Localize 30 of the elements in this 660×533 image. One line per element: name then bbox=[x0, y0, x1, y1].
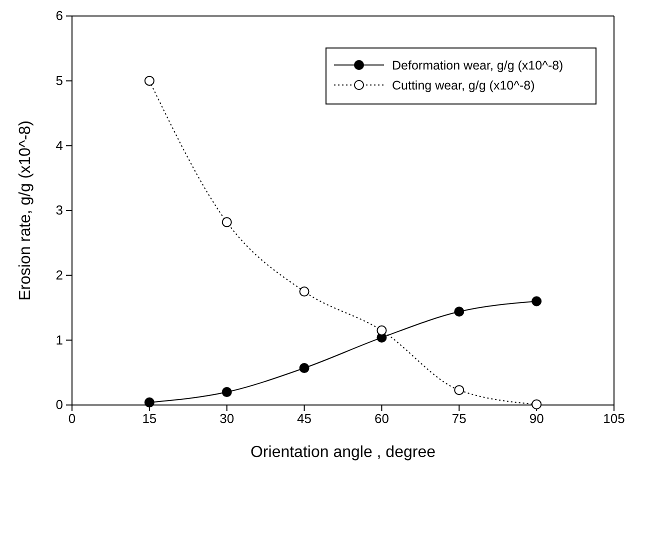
point bbox=[144, 397, 154, 408]
y-tick-label: 5 bbox=[56, 72, 63, 88]
y-tick-label: 4 bbox=[56, 138, 63, 153]
point bbox=[454, 385, 464, 396]
x-axis-title: Orientation angle , degree bbox=[250, 444, 436, 461]
legend-label: Cutting wear, g/g (x10^-8) bbox=[392, 78, 535, 92]
point bbox=[222, 387, 232, 398]
x-tick-label: 45 bbox=[297, 411, 312, 426]
y-tick-label: 2 bbox=[56, 267, 63, 282]
x-tick-label: 75 bbox=[452, 411, 466, 426]
y-tick-label: 3 bbox=[56, 202, 63, 218]
point bbox=[454, 306, 464, 317]
x-tick-label: 105 bbox=[603, 411, 625, 426]
point bbox=[299, 286, 310, 297]
x-tick-label: 60 bbox=[374, 411, 389, 426]
x-tick-label: 0 bbox=[68, 411, 76, 426]
point bbox=[532, 399, 542, 410]
point bbox=[376, 325, 387, 336]
y-tick-label: 0 bbox=[56, 397, 63, 412]
point bbox=[144, 76, 154, 86]
point bbox=[222, 217, 232, 228]
x-tick-label: 15 bbox=[142, 411, 157, 426]
y-tick-label: 6 bbox=[56, 8, 63, 24]
legend-label: Deformation wear, g/g (x10^-8) bbox=[392, 58, 564, 72]
point bbox=[532, 296, 542, 306]
point bbox=[299, 363, 310, 374]
x-tick-label: 90 bbox=[529, 411, 544, 426]
y-tick-label: 1 bbox=[56, 332, 63, 348]
x-tick-label: 30 bbox=[220, 411, 234, 426]
y-axis-title: Erosion rate, g/g (x10^-8) bbox=[17, 120, 34, 301]
